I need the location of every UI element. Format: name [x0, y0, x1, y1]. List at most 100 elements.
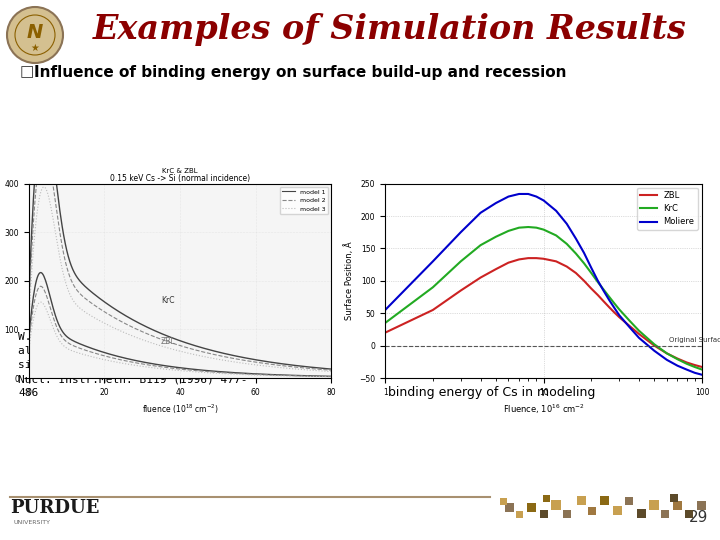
Text: □: □	[20, 64, 35, 79]
ZBL	[539, 255, 548, 262]
ZBL	[605, 304, 613, 310]
Text: W.  Eckstein  et  al.,“Ion-induced
alkali-silicon interfaces: Atomistic
simulati: W. Eckstein et al.,“Ion-induced alkali-s…	[18, 332, 261, 398]
KrC	[580, 260, 588, 267]
Bar	[697, 501, 706, 510]
KrC	[683, 361, 691, 367]
Bar	[649, 500, 659, 510]
Text: ZBL: ZBL	[161, 337, 176, 346]
Moliere	[593, 278, 602, 284]
Bar	[551, 500, 561, 510]
ZBL	[690, 362, 699, 368]
Y-axis label: Surface Position, Å: Surface Position, Å	[344, 241, 354, 320]
Bar	[516, 511, 523, 518]
Bar	[540, 510, 548, 518]
KrC	[552, 232, 560, 239]
KrC	[690, 364, 699, 370]
Moliere	[456, 229, 465, 235]
Text: ITMC-DYN – Effect of potential and
fluence on surface growth/erosion
of Cs (on S: ITMC-DYN – Effect of potential and fluen…	[388, 332, 603, 399]
Line: ZBL: ZBL	[385, 258, 702, 367]
Moliere	[381, 307, 390, 313]
ZBL	[515, 256, 523, 262]
ZBL	[492, 266, 500, 272]
X-axis label: Fluence, 10$^{16}$ cm$^{-2}$: Fluence, 10$^{16}$ cm$^{-2}$	[503, 402, 585, 416]
Bar	[661, 510, 669, 518]
Moliere	[539, 197, 548, 204]
KrC	[515, 225, 523, 231]
Moliere	[690, 369, 699, 376]
ZBL	[698, 364, 706, 370]
Moliere	[605, 297, 613, 303]
Line: Moliere: Moliere	[385, 194, 702, 375]
ZBL	[587, 285, 595, 292]
Moliere	[515, 191, 523, 197]
Moliere	[673, 362, 682, 369]
Bar	[500, 498, 507, 505]
Moliere	[610, 305, 618, 311]
Moliere	[650, 348, 659, 354]
Text: KrC & ZBL: KrC & ZBL	[162, 168, 198, 174]
Moliere	[626, 324, 634, 330]
ZBL	[456, 287, 465, 294]
Moliere	[587, 265, 595, 271]
ZBL	[524, 255, 533, 261]
KrC	[600, 287, 608, 293]
Moliere	[562, 220, 571, 227]
ZBL	[504, 259, 513, 266]
Text: Influence of binding energy on surface build-up and recession: Influence of binding energy on surface b…	[34, 64, 567, 79]
Bar	[543, 495, 550, 502]
Moliere	[552, 207, 560, 214]
KrC	[605, 294, 613, 300]
KrC	[673, 356, 682, 362]
Moliere	[615, 312, 624, 319]
Line: KrC: KrC	[385, 227, 702, 369]
Bar	[673, 501, 682, 510]
Moliere	[634, 335, 643, 341]
ZBL	[476, 274, 485, 281]
ZBL	[662, 350, 671, 356]
Moliere	[504, 193, 513, 200]
X-axis label: fluence (10$^{18}$ cm$^{-2}$): fluence (10$^{18}$ cm$^{-2}$)	[142, 402, 218, 416]
KrC	[572, 251, 580, 257]
KrC	[698, 366, 706, 373]
Legend: ZBL, KrC, Moliere: ZBL, KrC, Moliere	[636, 188, 698, 230]
KrC	[428, 284, 437, 291]
Bar	[527, 503, 536, 512]
KrC	[504, 228, 513, 234]
Bar	[685, 510, 693, 518]
KrC	[562, 241, 571, 247]
KrC	[662, 350, 671, 356]
Bar	[505, 503, 514, 512]
Moliere	[476, 210, 485, 216]
Bar	[613, 506, 622, 515]
KrC	[650, 341, 659, 348]
Text: Examples of Simulation Results: Examples of Simulation Results	[93, 14, 687, 46]
ZBL	[683, 359, 691, 366]
Text: N: N	[27, 23, 43, 42]
Moliere	[600, 288, 608, 294]
ZBL	[428, 307, 437, 313]
Text: PURDUE: PURDUE	[10, 499, 99, 517]
Text: KrC: KrC	[161, 296, 174, 305]
Bar	[625, 497, 633, 505]
KrC	[615, 306, 624, 313]
KrC	[476, 242, 485, 248]
KrC	[456, 258, 465, 265]
ZBL	[650, 342, 659, 349]
Moliere	[492, 200, 500, 206]
KrC	[532, 225, 541, 231]
ZBL	[532, 255, 541, 261]
Moliere	[683, 366, 691, 373]
ZBL	[562, 264, 571, 270]
ZBL	[626, 323, 634, 329]
Text: UNIVERSITY: UNIVERSITY	[13, 519, 50, 524]
KrC	[524, 224, 533, 230]
KrC	[539, 226, 548, 233]
Legend: model 1, model 2, model 3: model 1, model 2, model 3	[280, 187, 328, 214]
Title: 0.15 keV Cs -> Si (normal incidence): 0.15 keV Cs -> Si (normal incidence)	[110, 174, 250, 183]
ZBL	[634, 330, 643, 337]
Bar	[588, 507, 596, 515]
KrC	[492, 233, 500, 240]
Moliere	[580, 249, 588, 256]
ZBL	[580, 278, 588, 284]
ZBL	[673, 355, 682, 362]
